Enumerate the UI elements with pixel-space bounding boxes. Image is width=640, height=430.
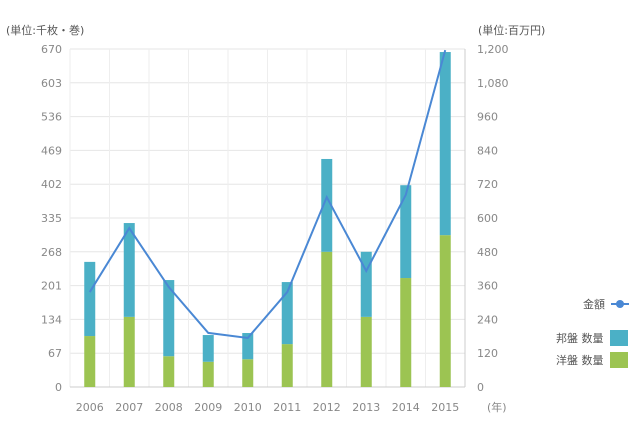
bar-domestic [202, 335, 214, 362]
right-tick-label: 1,200 [477, 43, 509, 56]
left-tick-label: 335 [41, 212, 62, 225]
right-tick-label: 120 [477, 347, 498, 360]
x-tick-label: 2010 [234, 401, 262, 414]
x-tick-label: 2013 [352, 401, 380, 414]
left-tick-label: 134 [41, 313, 62, 326]
x-tick-label: 2011 [273, 401, 301, 414]
right-tick-label: 1,080 [477, 77, 509, 90]
bar-domestic [163, 280, 175, 357]
bar-foreign [400, 278, 412, 387]
right-axis-label: (単位:百万円) [478, 24, 546, 37]
x-tick-label: 2006 [76, 401, 104, 414]
left-tick-label: 402 [41, 178, 62, 191]
right-tick-label: 600 [477, 212, 498, 225]
legend-swatch [609, 352, 628, 368]
bar-domestic [400, 185, 412, 279]
bar-foreign [163, 356, 175, 387]
legend-item-foreign[interactable]: 洋盤 数量 [556, 352, 628, 368]
line-marker-icon [611, 300, 629, 308]
x-tick-label: 2014 [392, 401, 420, 414]
bar-domestic [242, 333, 254, 360]
left-tick-label: 201 [41, 280, 62, 293]
right-tick-label: 240 [477, 313, 498, 326]
bar-domestic [123, 223, 135, 317]
left-tick-label: 603 [41, 77, 62, 90]
left-tick-label: 67 [48, 347, 62, 360]
x-axis-label: (年) [487, 400, 507, 414]
right-tick-label: 360 [477, 280, 498, 293]
bar-foreign [123, 316, 135, 387]
x-tick-label: 2015 [431, 401, 459, 414]
legend-item-amount[interactable]: 金額 [583, 296, 629, 312]
bar-foreign [321, 251, 333, 387]
left-tick-label: 469 [41, 144, 62, 157]
bar-foreign [242, 359, 254, 387]
bar-foreign [202, 361, 214, 387]
legend-label: 邦盤 数量 [556, 332, 604, 345]
x-tick-label: 2009 [194, 401, 222, 414]
legend-label: 洋盤 数量 [556, 354, 604, 367]
left-tick-label: 670 [41, 43, 62, 56]
legend-item-domestic[interactable]: 邦盤 数量 [556, 330, 628, 346]
legend-swatch [609, 330, 628, 346]
legend-label: 金額 [583, 298, 605, 311]
left-tick-label: 268 [41, 246, 62, 259]
right-tick-label: 720 [477, 178, 498, 191]
bar-foreign [281, 344, 293, 387]
x-tick-label: 2007 [115, 401, 143, 414]
right-tick-label: 480 [477, 246, 498, 259]
right-tick-label: 0 [477, 381, 484, 394]
bar-domestic [281, 282, 293, 345]
bar-domestic [439, 52, 451, 236]
left-tick-label: 536 [41, 111, 62, 124]
left-tick-label: 0 [55, 381, 62, 394]
x-tick-label: 2012 [313, 401, 341, 414]
line-amount [88, 49, 447, 340]
right-tick-label: 960 [477, 111, 498, 124]
bar-domestic [360, 251, 372, 317]
bar-foreign [439, 235, 451, 387]
bar-domestic [321, 158, 333, 252]
x-tick-label: 2008 [155, 401, 183, 414]
bar-foreign [360, 316, 372, 387]
right-tick-label: 840 [477, 144, 498, 157]
bar-domestic [84, 261, 96, 337]
bar-foreign [84, 336, 96, 387]
left-axis-label: (単位:千枚・巻) [6, 24, 85, 37]
